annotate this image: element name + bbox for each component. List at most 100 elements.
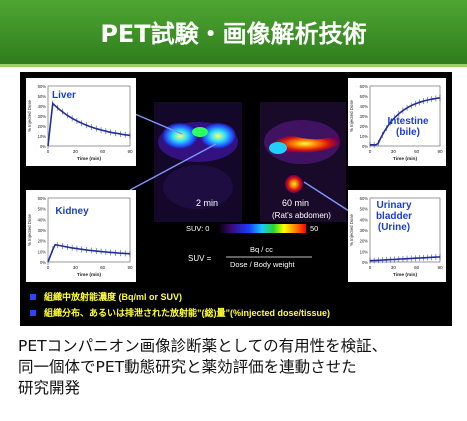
time-label-2min: 2 min <box>196 198 218 208</box>
x-axis-label: Time (min) <box>393 272 418 278</box>
formula-lhs: SUV = <box>188 254 212 263</box>
y-tick-label: 40% <box>38 217 47 222</box>
x-tick-label: 0 <box>369 265 372 270</box>
y-tick-label: 50% <box>38 94 47 99</box>
slide-title: PET試験・画像解析技術 <box>100 20 367 48</box>
chart-plot-frame <box>47 197 131 263</box>
footer-text: PETコンパニオン画像診断薬としての有用性を検証、 同一個体でPET動態研究と薬… <box>18 336 458 399</box>
bullet-notes: 組織中放射能濃度 (Bq/ml or SUV) 組織分布、あるいは排泄された放射… <box>30 291 330 318</box>
y-tick-label: 40% <box>360 217 369 222</box>
y-tick-label: 0% <box>362 144 368 149</box>
y-tick-label: 30% <box>38 114 47 119</box>
x-axis-label: Time (min) <box>77 156 102 162</box>
y-tick-label: 50% <box>38 207 47 212</box>
y-tick-label: 10% <box>360 249 369 254</box>
y-tick-label: 30% <box>360 114 369 119</box>
y-tick-label: 60% <box>38 196 47 201</box>
y-tick-label: 20% <box>360 239 369 244</box>
pet-figure-panel: 2 min 60 min (Rat's abdomen) 60% 50% 40% 30… <box>20 72 452 326</box>
suv-gradient <box>218 224 306 233</box>
suv-scale-label: SUV: 0 <box>186 224 209 233</box>
y-tick-label: 60% <box>360 196 369 201</box>
x-tick-label: 90 <box>437 149 443 154</box>
x-tick-label: 90 <box>127 265 133 270</box>
rat-caption: (Rat's abdomen) <box>272 211 331 220</box>
bullet-text-1: 組織中放射能濃度 (Bq/ml or SUV) <box>44 291 182 302</box>
chart-plot-frame <box>369 85 441 147</box>
chart-plot-frame <box>47 85 131 147</box>
formula-denominator: Dose / Body weight <box>230 260 296 269</box>
time-activity-curve <box>47 243 131 263</box>
time-activity-curve <box>47 101 131 147</box>
y-axis-label: % Injected Dose <box>349 99 354 132</box>
time-activity-curve <box>369 256 441 262</box>
y-tick-label: 20% <box>38 239 47 244</box>
x-tick-label: 90 <box>127 149 133 154</box>
y-tick-label: 60% <box>360 84 369 89</box>
y-tick-label: 20% <box>38 124 47 129</box>
suv-colorbar: SUV: 0 50 <box>186 224 318 233</box>
y-axis-label: % Injected Dose <box>27 213 32 246</box>
x-axis-label: Time (min) <box>393 156 418 162</box>
y-tick-label: 50% <box>360 207 369 212</box>
pet-figure: 2 min 60 min (Rat's abdomen) 60% 50% 40% 30… <box>26 78 446 318</box>
x-tick-label: 60 <box>414 265 420 270</box>
organ-label: Liver <box>52 90 76 101</box>
organ-label: (Urine) <box>378 222 410 233</box>
suv-formula: SUV = Bq / cc Dose / Body weight <box>188 245 312 269</box>
y-tick-label: 10% <box>38 134 47 139</box>
x-tick-label: 30 <box>391 265 397 270</box>
slide-header: PET試験・画像解析技術 <box>0 0 467 67</box>
chart-background <box>348 78 446 166</box>
time-activity-curve <box>370 97 441 146</box>
footer-line-3: 研究開発 <box>18 379 81 397</box>
organ-chart-3: 60% 50% 40% 30% 20% 10% 0%0 30 60 90 Time (min) % I… <box>348 78 446 166</box>
x-tick-label: 30 <box>73 265 79 270</box>
y-tick-label: 0% <box>40 144 46 149</box>
organ-label: Intestine <box>387 116 429 127</box>
x-tick-label: 0 <box>369 149 372 154</box>
y-tick-label: 50% <box>360 94 369 99</box>
x-tick-label: 60 <box>100 265 106 270</box>
bullet-marker-1 <box>30 294 36 300</box>
connector-kidney <box>129 143 217 191</box>
bullet-marker-2 <box>30 310 36 316</box>
formula-numerator: Bq / cc <box>250 245 273 254</box>
x-tick-label: 30 <box>391 149 397 154</box>
footer-line-1: PETコンパニオン画像診断薬としての有用性を検証、 <box>18 337 388 355</box>
pet-image-60min: 60 min (Rat's abdomen) <box>260 102 346 222</box>
bullet-text-2: 組織分布、あるいは排泄された放射能”(総)量”(%injected dose/t… <box>44 307 330 318</box>
organ-chart-2: 60% 50% 40% 30% 20% 10% 0%0 30 60 90 Time (min) % I… <box>26 190 136 282</box>
y-axis-label: % Injected Dose <box>349 213 354 246</box>
y-tick-label: 0% <box>40 260 46 265</box>
organ-label: (bile) <box>396 127 420 138</box>
y-tick-label: 10% <box>360 134 369 139</box>
y-tick-label: 30% <box>38 228 47 233</box>
chart-plot-frame <box>369 197 441 263</box>
organ-label: bladder <box>376 211 412 222</box>
organ-label: Kidney <box>55 206 89 217</box>
y-axis-label: % Injected Dose <box>27 99 32 132</box>
chart-background <box>348 190 446 282</box>
y-tick-label: 0% <box>362 260 368 265</box>
x-tick-label: 90 <box>437 265 443 270</box>
y-tick-label: 40% <box>38 104 47 109</box>
x-tick-label: 60 <box>414 149 420 154</box>
y-tick-label: 30% <box>360 228 369 233</box>
x-tick-label: 60 <box>100 149 106 154</box>
x-tick-label: 0 <box>47 149 50 154</box>
y-tick-label: 60% <box>38 84 47 89</box>
chart-background <box>26 190 136 282</box>
y-tick-label: 10% <box>38 249 47 254</box>
time-label-60min: 60 min <box>282 198 309 208</box>
organ-label: Urinary <box>376 200 411 211</box>
suv-scale-max: 50 <box>310 224 318 233</box>
pet-image-2min: 2 min <box>154 102 242 222</box>
x-tick-label: 30 <box>73 149 79 154</box>
organ-chart-1: 60% 50% 40% 30% 20% 10% 0%0 30 60 90 Time (min) % I… <box>26 78 136 166</box>
y-tick-label: 40% <box>360 104 369 109</box>
y-tick-label: 20% <box>360 124 369 129</box>
footer-line-2: 同一個体でPET動態研究と薬効評価を連動させた <box>18 358 357 376</box>
